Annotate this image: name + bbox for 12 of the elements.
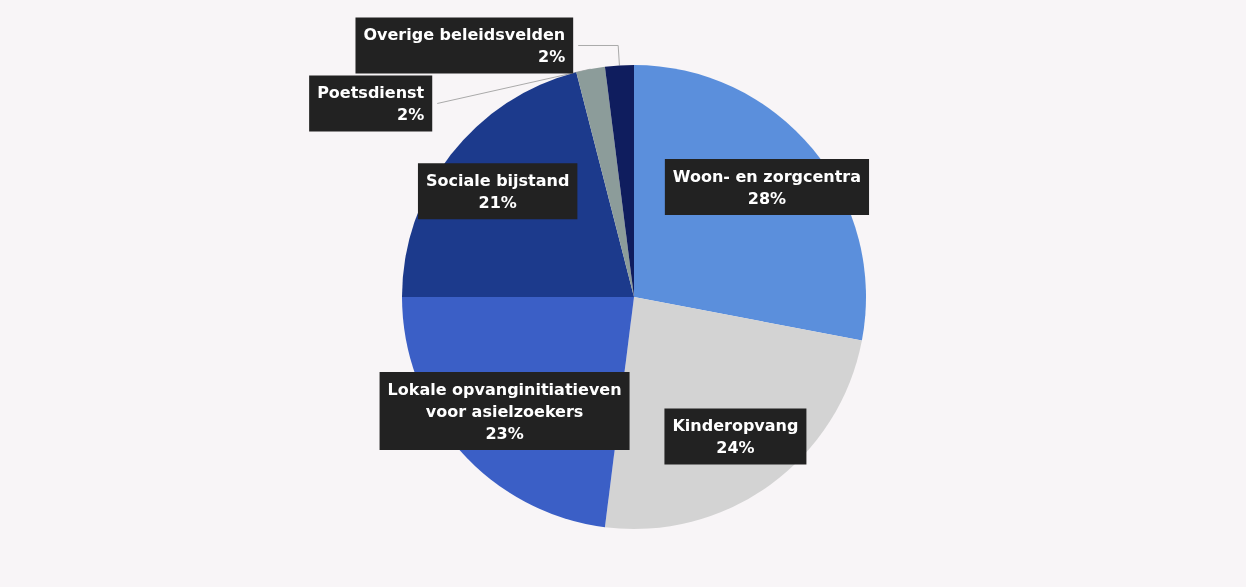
slice-label: Lokale opvanginitiatieven voor asielzoekers xyxy=(387,379,622,421)
data-label: 2% xyxy=(538,47,566,66)
slice-label: Poetsdienst xyxy=(317,83,425,102)
data-label: 2% xyxy=(397,105,425,124)
slice-label: Overige beleidsvelden xyxy=(363,25,566,44)
slice-label: Sociale bijstand xyxy=(425,170,570,190)
slice-label: Woon- en zorgcentra xyxy=(672,166,862,186)
slice-label: Kinderopvang xyxy=(672,416,799,436)
data-label: 24% xyxy=(716,438,755,458)
data-label: 28% xyxy=(747,188,787,208)
data-label: 21% xyxy=(478,192,517,212)
data-label: 23% xyxy=(485,423,524,443)
